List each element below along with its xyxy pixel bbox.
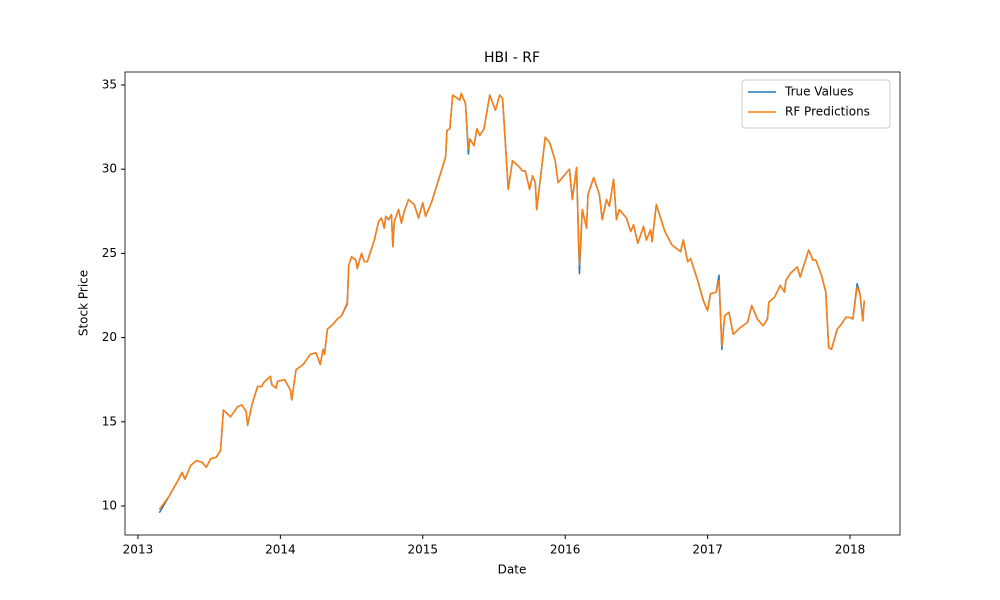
- legend-box: [741, 79, 891, 129]
- legend-label: True Values: [784, 85, 854, 99]
- y-tick-label: 10: [102, 499, 117, 513]
- y-tick-label: 25: [102, 246, 117, 260]
- x-tick-label: 2014: [265, 543, 296, 557]
- y-axis-label: Stock Price: [77, 270, 91, 336]
- y-tick-label: 20: [102, 330, 117, 344]
- axes-frame: [124, 71, 901, 536]
- x-tick-label: 2013: [123, 543, 154, 557]
- chart-title: HBI - RF: [484, 50, 540, 66]
- line-series: [158, 92, 865, 510]
- x-tick-label: 2015: [408, 543, 439, 557]
- y-tick-label: 35: [102, 77, 117, 91]
- x-axis-label: Date: [498, 563, 527, 577]
- x-tick-label: 2017: [692, 543, 723, 557]
- legend-label: RF Predictions: [785, 105, 870, 119]
- x-tick-label: 2016: [550, 543, 581, 557]
- x-tick-label: 2018: [835, 543, 866, 557]
- y-tick-label: 15: [102, 414, 117, 428]
- legend: True Values RF Predictions: [741, 79, 891, 129]
- y-tick-label: 30: [102, 162, 117, 176]
